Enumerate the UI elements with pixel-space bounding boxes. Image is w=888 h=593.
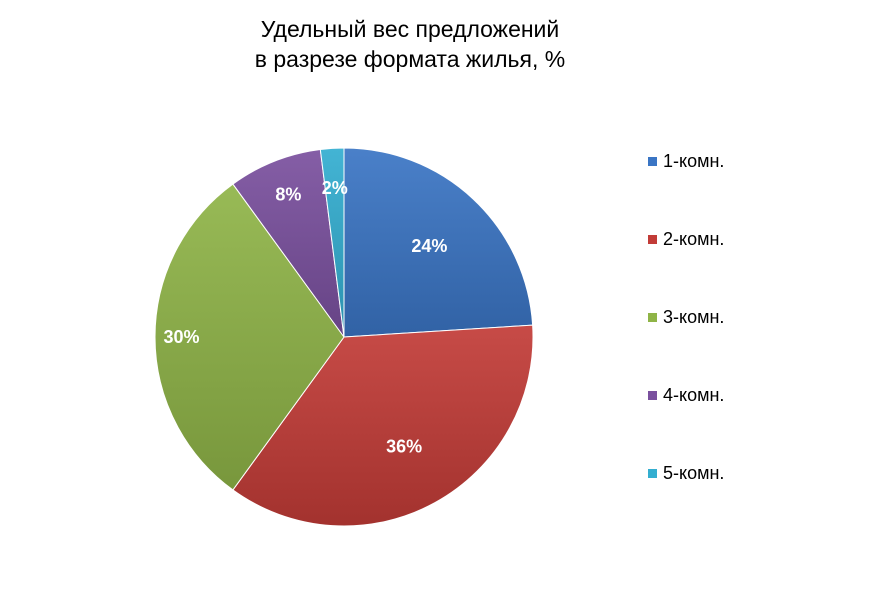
- data-label-2: 36%: [386, 436, 422, 456]
- legend-item-1: 1-комн.: [648, 148, 724, 174]
- legend-swatch: [648, 468, 657, 478]
- data-label-4: 8%: [275, 184, 301, 204]
- legend-label: 3-комн.: [663, 306, 725, 327]
- pie-slice-5-комн: [319, 147, 345, 338]
- legend-swatch: [648, 234, 657, 244]
- pie-slice-4-комн: [232, 148, 345, 338]
- legend-item-2: 2-комн.: [648, 226, 724, 252]
- data-label-5: 2%: [322, 178, 348, 198]
- legend-item-3: 3-комн.: [648, 304, 724, 330]
- legend-item-4: 4-комн.: [648, 382, 724, 408]
- pie-slice-2-комн: [232, 324, 534, 527]
- legend-label: 5-комн.: [663, 462, 725, 483]
- legend-swatch: [648, 390, 657, 400]
- pie-slice-3-комн: [154, 183, 345, 491]
- pie-slices: [154, 147, 534, 527]
- chart-title-line-2: в разрезе формата жилья, %: [254, 46, 566, 72]
- chart-title: Удельный вес предложений в разрезе форма…: [150, 14, 670, 74]
- pie-slice-1-комн: [343, 147, 534, 338]
- pie-data-labels: 24% 36% 30% 8% 2%: [163, 178, 447, 456]
- legend-label: 4-комн.: [663, 384, 725, 405]
- legend-label: 1-комн.: [663, 150, 725, 171]
- data-label-1: 24%: [411, 236, 447, 256]
- data-label-3: 30%: [163, 327, 199, 347]
- legend-label: 2-комн.: [663, 228, 725, 249]
- legend-swatch: [648, 312, 657, 322]
- legend-item-5: 5-комн.: [648, 460, 724, 486]
- legend-swatch: [648, 156, 657, 166]
- chart-title-line-1: Удельный вес предложений: [260, 16, 560, 42]
